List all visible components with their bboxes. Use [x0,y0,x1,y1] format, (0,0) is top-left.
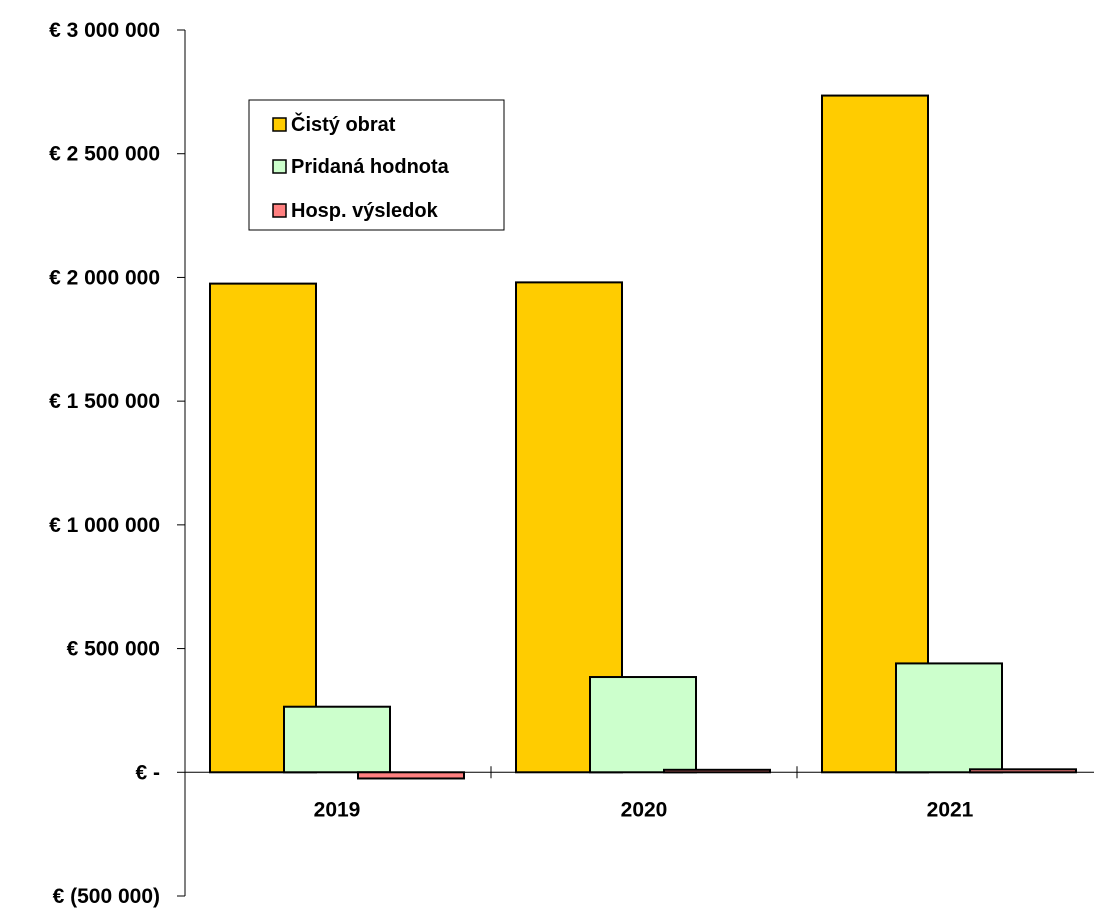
bar-2020-series-0 [515,281,623,774]
y-tick-label: € 1 500 000 [49,390,160,413]
bars [209,94,1077,780]
y-tick-label: € - [135,761,160,784]
x-category-label: 2019 [314,798,361,821]
legend-swatch [272,203,287,218]
x-category-label: 2021 [927,798,974,821]
bar-2020-series-1 [589,676,697,774]
legend-swatch [272,117,287,132]
legend-label: Hosp. výsledok [291,200,439,222]
bar-2019-series-0 [209,282,317,774]
bar-2019-series-1 [283,705,391,774]
bar-2021-series-1 [895,662,1003,774]
legend-swatch [272,159,287,174]
y-tick-label: € 2 500 000 [49,143,160,166]
y-tick-label: € (500 000) [53,885,160,908]
legend-label: Pridaná hodnota [291,156,450,178]
y-axis: € 3 000 000 € 2 500 000 € 2 000 000 € 1 500… [49,19,186,908]
y-tick-label: € 2 000 000 [49,266,160,289]
bar-2021-series-0 [821,94,929,774]
x-category-label: 2020 [621,798,668,821]
y-tick-label: € 500 000 [67,638,160,661]
y-tick-label: € 1 000 000 [49,514,160,537]
y-tick-label: € 3 000 000 [49,19,160,42]
bar-2019-series-2 [357,771,465,780]
legend: Čistý obrat Pridaná hodnota Hosp. výsledok [248,99,505,231]
legend-box [248,99,505,231]
legend-label: Čistý obrat [291,112,396,136]
x-axis: 2019 2020 2021 [185,766,1094,821]
